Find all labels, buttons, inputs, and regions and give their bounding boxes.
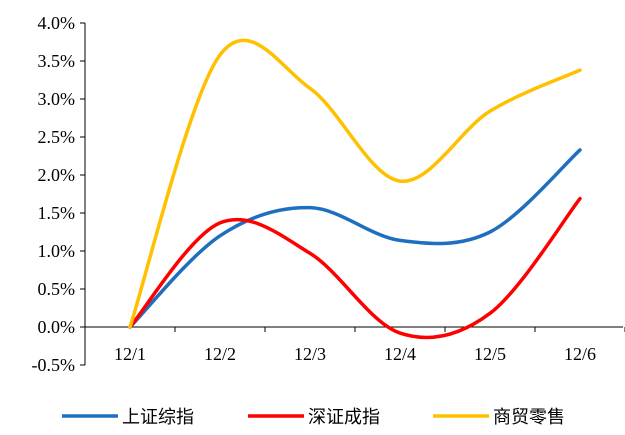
- series-lines: [128, 38, 582, 340]
- y-tick-label: -0.5%: [32, 355, 76, 375]
- y-tick-label: 0.0%: [38, 317, 76, 337]
- data-point: [579, 197, 582, 200]
- data-point: [489, 110, 492, 113]
- x-tick-label: 12/5: [474, 344, 506, 364]
- data-point: [219, 221, 222, 224]
- y-tick-label: 2.5%: [38, 127, 76, 147]
- y-tick-label: 4.0%: [38, 13, 76, 33]
- x-tick-label: 12/6: [564, 344, 596, 364]
- data-point: [309, 206, 312, 209]
- data-point: [219, 234, 222, 237]
- y-tick-label: 1.0%: [38, 241, 76, 261]
- data-point: [399, 332, 402, 335]
- data-point: [399, 180, 402, 183]
- x-tick-label: 12/2: [204, 344, 236, 364]
- y-tick-label: 1.5%: [38, 203, 76, 223]
- x-tick-label: 12/4: [384, 344, 416, 364]
- series-line-2: [128, 196, 582, 340]
- data-point: [579, 69, 582, 72]
- data-point: [219, 53, 222, 56]
- data-point: [309, 87, 312, 90]
- data-point: [579, 148, 582, 151]
- series-line-1: [128, 148, 582, 329]
- y-ticks: 4.0% 3.5% 3.0% 2.5% 2.0% 1.5% 1.0% 0.5% 0.0% -0.5…: [32, 13, 85, 375]
- x-tick-label: 12/1: [114, 344, 146, 364]
- data-point: [129, 326, 132, 329]
- y-tick-label: 3.0%: [38, 89, 76, 109]
- data-point: [399, 239, 402, 242]
- y-tick-label: 0.5%: [38, 279, 76, 299]
- axes: [84, 23, 623, 365]
- series-line-3: [128, 38, 582, 329]
- legend-label: 商贸零售: [493, 407, 565, 428]
- data-point: [489, 312, 492, 315]
- x-ticks: 12/1 12/2 12/3 12/4 12/5 12/6: [84, 327, 625, 364]
- legend: 上证综指 深证成指 商贸零售: [62, 407, 565, 428]
- data-point: [309, 252, 312, 255]
- legend-label: 深证成指: [308, 407, 380, 428]
- x-tick-label: 12/3: [294, 344, 326, 364]
- y-tick-label: 2.0%: [38, 165, 76, 185]
- y-tick-label: 3.5%: [38, 51, 76, 71]
- legend-label: 上证综指: [122, 407, 194, 428]
- data-point: [489, 231, 492, 234]
